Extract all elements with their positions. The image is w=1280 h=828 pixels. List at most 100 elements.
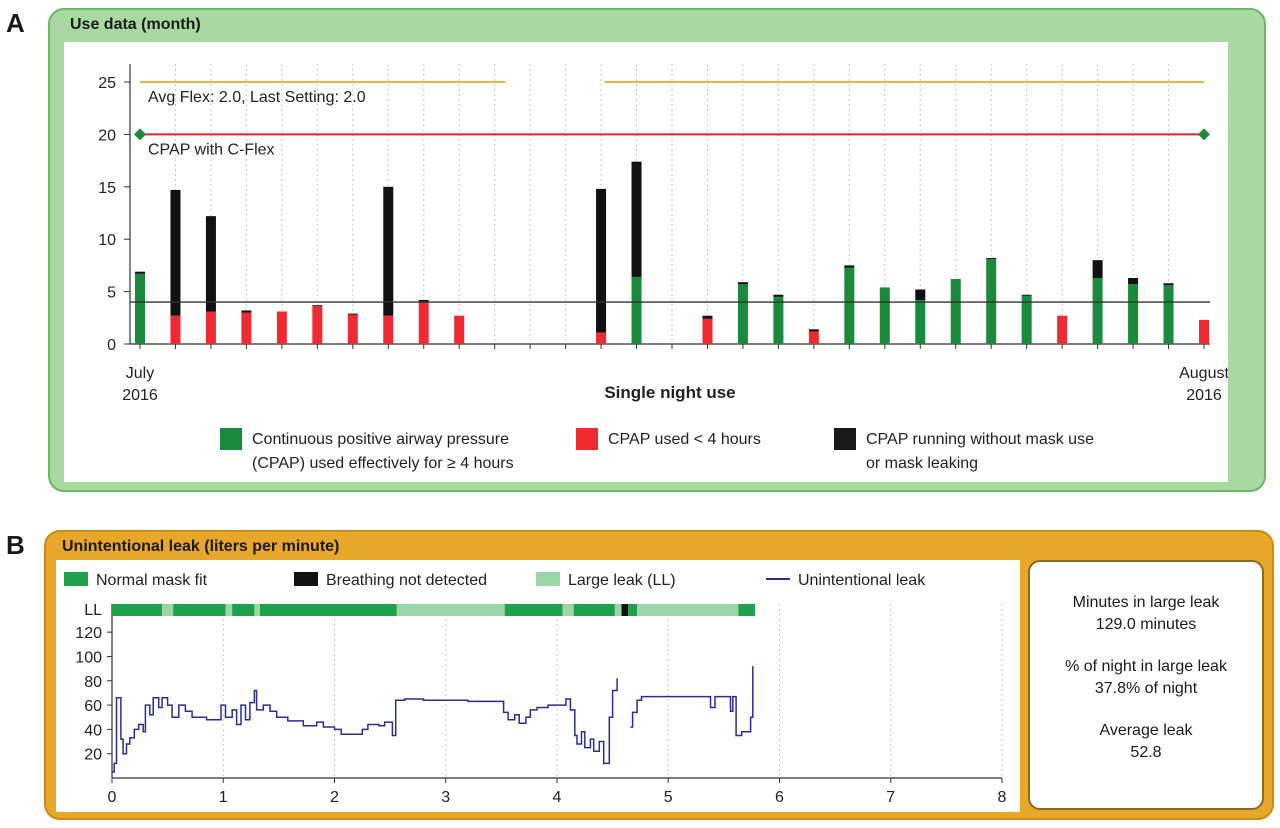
x-end-label-month: August bbox=[1179, 365, 1228, 382]
bar-green bbox=[1092, 277, 1103, 344]
leak-x-tick-label: 8 bbox=[998, 789, 1007, 806]
leak-y-tick-label: 40 bbox=[84, 722, 102, 739]
legend-swatch bbox=[834, 428, 856, 450]
y-tick-label: 0 bbox=[107, 337, 116, 354]
panel-b-letter: B bbox=[6, 530, 25, 560]
status-segment-large bbox=[614, 604, 622, 616]
bar-black bbox=[631, 161, 642, 277]
leak-y-tick-label: 120 bbox=[75, 625, 102, 642]
bar-black bbox=[1021, 294, 1032, 296]
bar-green bbox=[844, 267, 855, 344]
status-segment-normal bbox=[232, 604, 255, 616]
avg-flex-annotation: Avg Flex: 2.0, Last Setting: 2.0 bbox=[148, 89, 366, 106]
legend-label: or mask leaking bbox=[866, 455, 978, 472]
leak-x-tick-label: 2 bbox=[330, 789, 339, 806]
bar-black bbox=[1163, 283, 1174, 286]
x-axis-title: Single night use bbox=[604, 383, 735, 402]
use-data-plot-area: 0 5 10 15 20 25 Avg Flex: 2.0, Last Setting: 2… bbox=[64, 42, 1229, 482]
bar-black bbox=[347, 313, 358, 315]
stat-percent-label: % of night in large leak bbox=[1065, 658, 1227, 675]
legend-swatch bbox=[576, 428, 598, 450]
stat-minutes-label: Minutes in large leak bbox=[1072, 594, 1220, 611]
legend-label: CPAP used < 4 hours bbox=[608, 431, 761, 448]
leak-x-tick-label: 4 bbox=[553, 789, 562, 806]
y-tick-label: 5 bbox=[107, 285, 116, 302]
bar-black bbox=[383, 186, 394, 316]
bar-green bbox=[1021, 295, 1032, 344]
bar-red bbox=[1057, 315, 1068, 344]
bar-black bbox=[1092, 260, 1103, 278]
status-segment-large bbox=[225, 604, 233, 616]
status-segment-large bbox=[254, 604, 260, 616]
status-segment-normal bbox=[504, 604, 563, 616]
leak-x-tick-label: 6 bbox=[775, 789, 784, 806]
bar-red bbox=[808, 331, 819, 344]
bar-black bbox=[915, 289, 926, 300]
bar-black bbox=[312, 305, 323, 307]
leak-plot-area: Normal mask fit Breathing not detected Lar… bbox=[56, 560, 1020, 812]
bar-green bbox=[879, 287, 890, 344]
bar-red bbox=[418, 302, 429, 344]
use-data-chart: 0 5 10 15 20 25 Avg Flex: 2.0, Last Setting: 2… bbox=[98, 64, 1229, 472]
leak-y-tick-label: 80 bbox=[84, 674, 102, 691]
leak-x-tick-label: 0 bbox=[108, 789, 117, 806]
leak-y-tick-label: 100 bbox=[75, 649, 102, 666]
ll-label: LL bbox=[84, 602, 102, 619]
bar-red bbox=[702, 318, 713, 344]
bar-green bbox=[135, 273, 145, 344]
legend-label: (CPAP) used effectively for ≥ 4 hours bbox=[252, 455, 514, 472]
leak-legend-swatch bbox=[64, 572, 88, 586]
leak-line bbox=[630, 666, 754, 737]
leak-x-tick-label: 7 bbox=[886, 789, 895, 806]
leak-x-tick-label: 5 bbox=[664, 789, 673, 806]
bar-red bbox=[276, 311, 287, 344]
bar-red bbox=[241, 312, 252, 344]
cflex-annotation: CPAP with C-Flex bbox=[148, 141, 275, 158]
bar-black bbox=[702, 315, 713, 319]
y-tick-label: 15 bbox=[98, 180, 116, 197]
bar-green bbox=[1128, 284, 1139, 344]
use-data-title: Use data (month) bbox=[70, 16, 201, 33]
legend-label: CPAP running without mask use bbox=[866, 431, 1094, 448]
leak-x-tick-label: 1 bbox=[219, 789, 228, 806]
legend-label: Continuous positive airway pressure bbox=[252, 431, 509, 448]
bar-red bbox=[454, 315, 465, 344]
cflex-marker bbox=[1198, 128, 1210, 141]
leak-line bbox=[112, 678, 618, 773]
stat-percent-value: 37.8% of night bbox=[1094, 680, 1198, 697]
status-segment-large bbox=[162, 604, 174, 616]
bar-green bbox=[1163, 285, 1174, 344]
leak-legend-label: Breathing not detected bbox=[326, 572, 487, 589]
bar-green bbox=[915, 299, 926, 344]
bar-red bbox=[1199, 319, 1209, 344]
status-segment-normal bbox=[259, 604, 397, 616]
bar-black bbox=[241, 310, 252, 313]
leak-y-tick-label: 60 bbox=[84, 698, 102, 715]
status-segment-normal bbox=[573, 604, 615, 616]
bar-black bbox=[596, 188, 607, 333]
y-tick-label: 25 bbox=[98, 75, 116, 92]
bar-red bbox=[347, 314, 358, 344]
bar-red bbox=[596, 332, 607, 344]
legend-swatch bbox=[220, 428, 242, 450]
status-segment-large bbox=[637, 604, 739, 616]
stat-average-label: Average leak bbox=[1099, 722, 1193, 739]
bar-black bbox=[773, 294, 784, 297]
bar-black bbox=[737, 282, 748, 285]
bar-black bbox=[844, 265, 855, 268]
y-tick-label: 10 bbox=[98, 232, 116, 249]
x-start-label-year: 2016 bbox=[122, 387, 158, 404]
leak-legend-label: Large leak (LL) bbox=[568, 572, 676, 589]
bar-black bbox=[205, 216, 216, 312]
bar-green bbox=[737, 284, 748, 344]
stat-average-value: 52.8 bbox=[1130, 744, 1162, 761]
status-segment-none bbox=[621, 604, 629, 616]
x-start-label-month: July bbox=[126, 365, 154, 382]
leak-legend-label: Normal mask fit bbox=[96, 572, 208, 589]
bar-black bbox=[986, 258, 997, 260]
leak-legend-swatch bbox=[536, 572, 560, 586]
status-segment-normal bbox=[112, 604, 163, 616]
stat-minutes-value: 129.0 minutes bbox=[1095, 616, 1197, 633]
bar-red bbox=[312, 306, 323, 344]
leak-y-tick-label: 20 bbox=[84, 747, 102, 764]
